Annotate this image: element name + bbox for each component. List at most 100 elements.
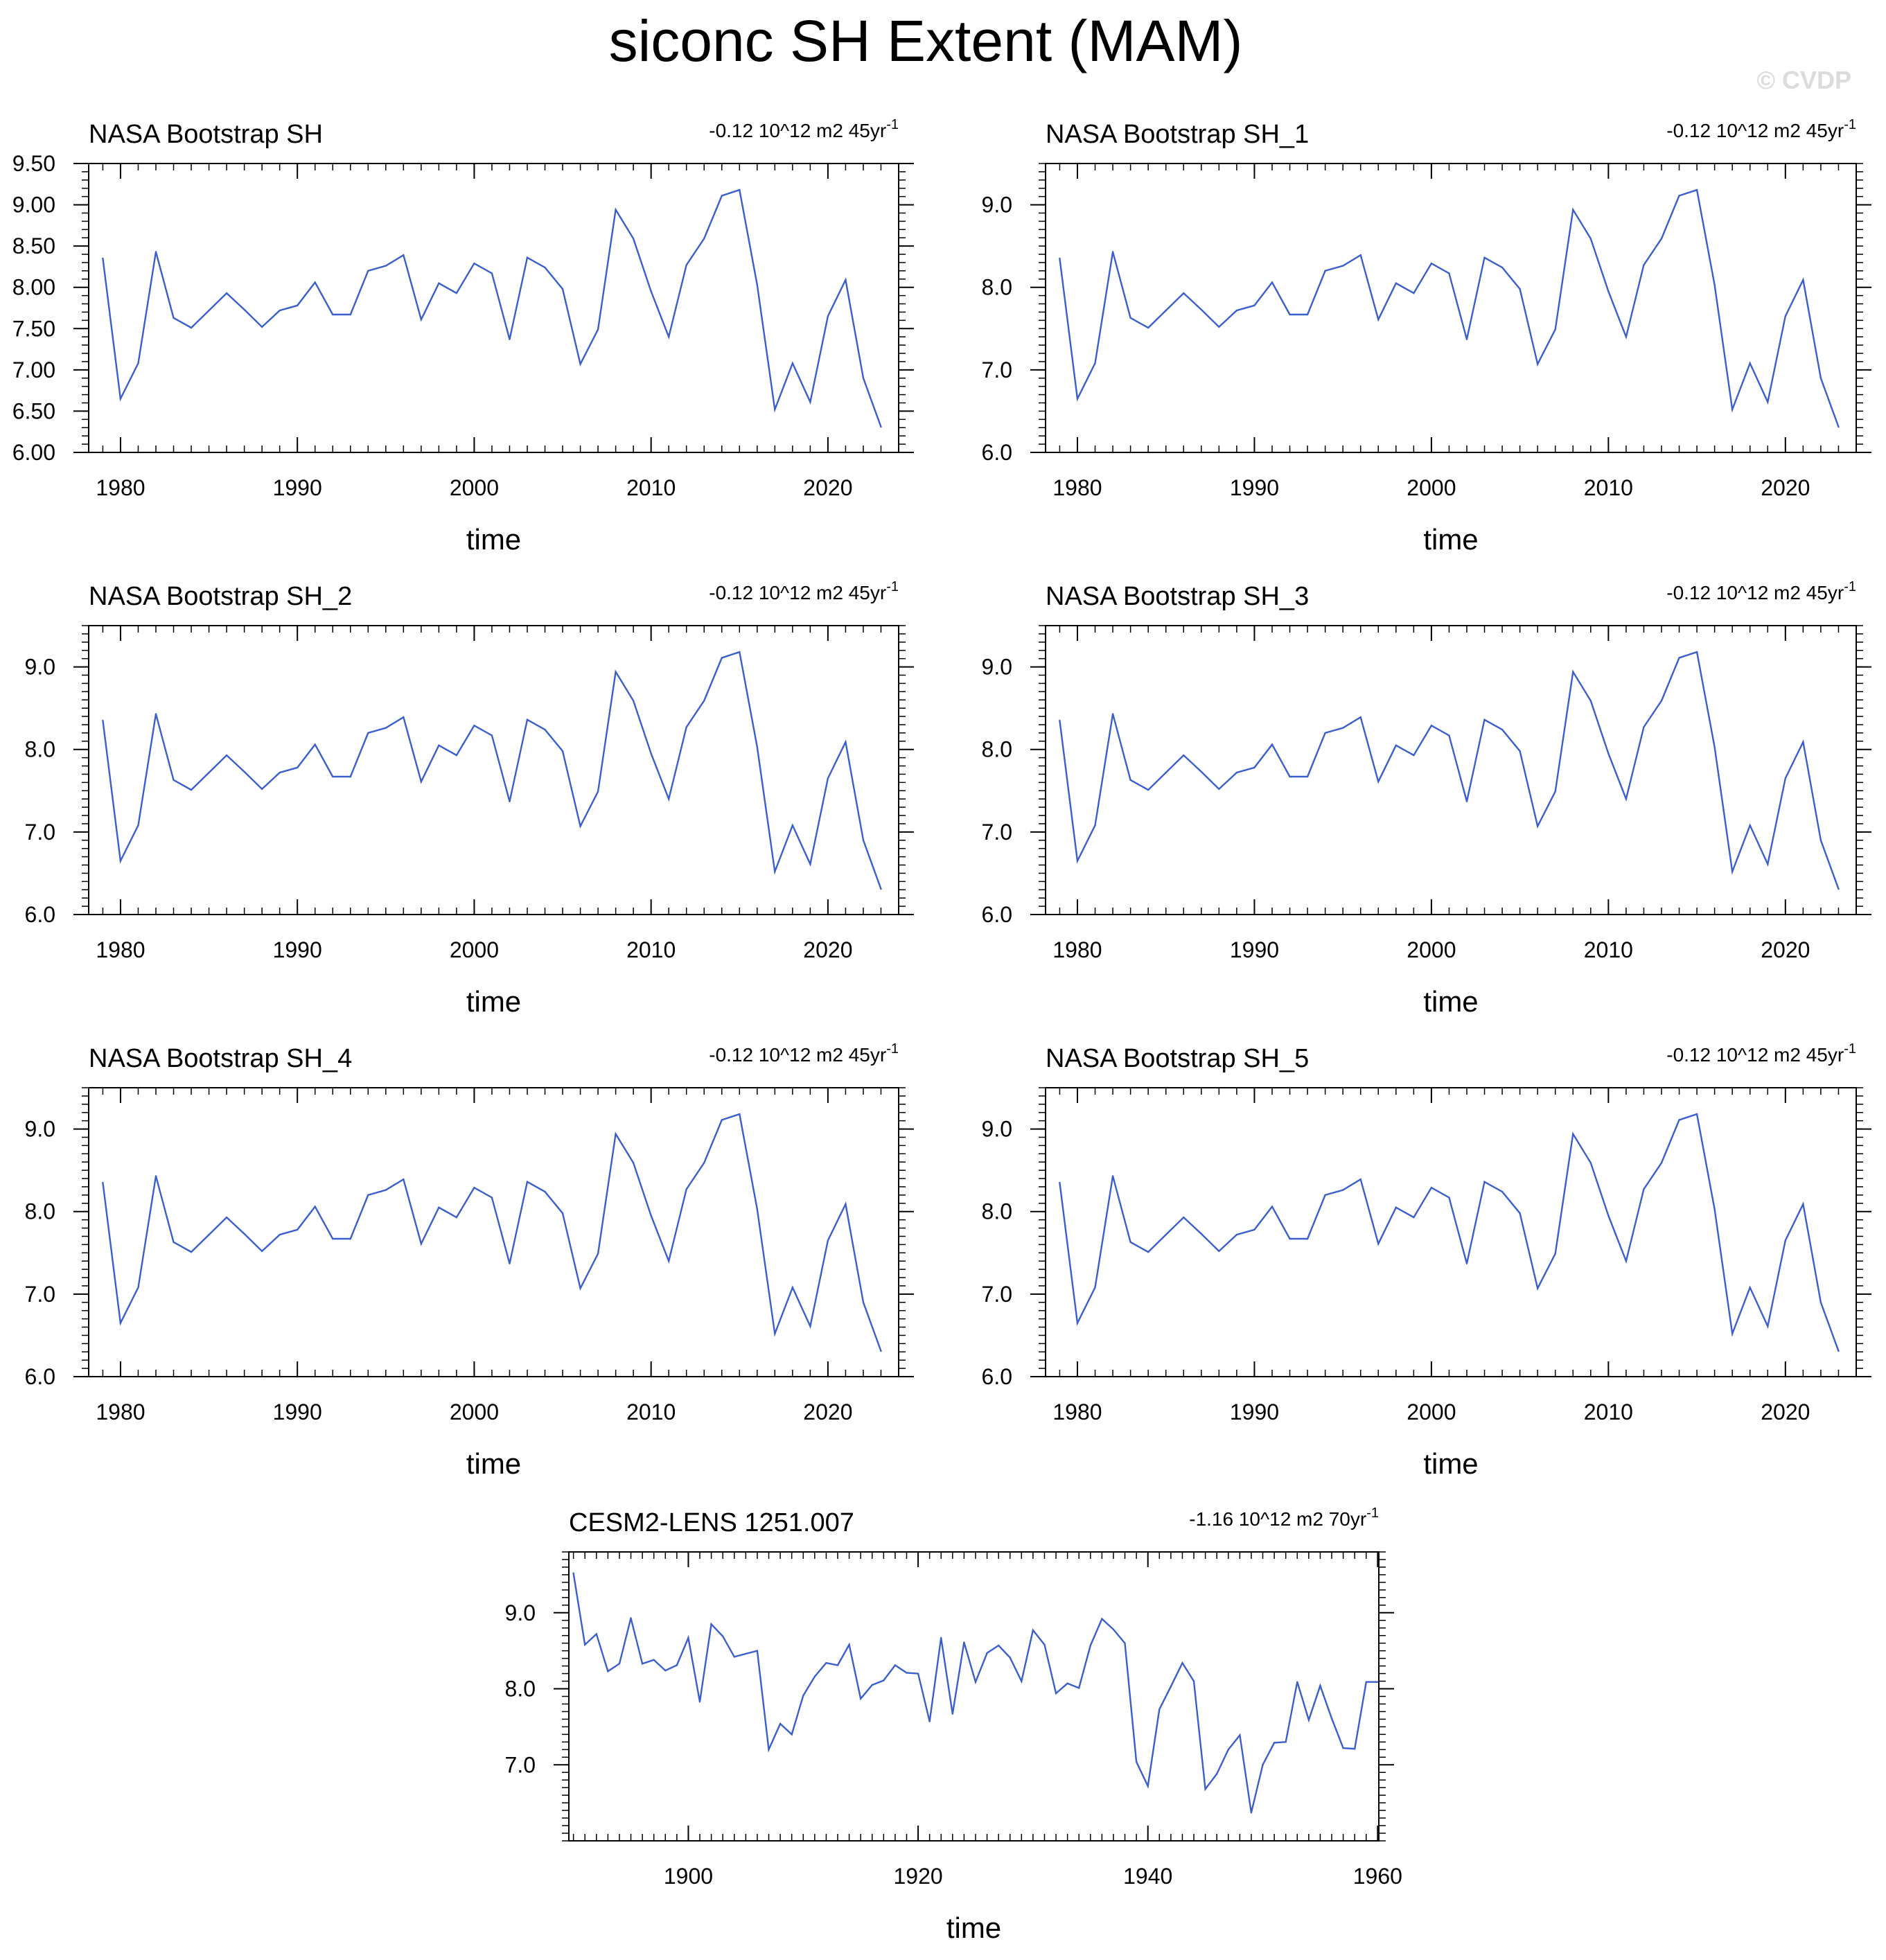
data-point — [1802, 279, 1804, 281]
data-point — [791, 1733, 793, 1736]
data-point — [1448, 272, 1450, 274]
data-point — [1784, 315, 1786, 317]
data-point — [1607, 752, 1610, 754]
data-point — [698, 1701, 701, 1703]
data-point — [1200, 770, 1203, 773]
data-point — [1430, 1187, 1433, 1189]
data-point — [1059, 719, 1061, 722]
data-point — [845, 741, 847, 743]
panel-1: NASA Bootstrap SH_1 -0.12 10^12 m2 45yr-1… — [982, 117, 1871, 556]
series-line — [572, 1573, 1378, 1813]
data-point — [1218, 326, 1220, 328]
x-tick-label: 1990 — [1230, 937, 1279, 962]
data-point — [1713, 1208, 1716, 1210]
data-point — [1625, 1260, 1628, 1262]
x-tick-label: 1940 — [1123, 1864, 1172, 1889]
data-point — [685, 1188, 687, 1190]
x-tick-label: 2000 — [1407, 1400, 1456, 1424]
data-point — [703, 1162, 705, 1164]
data-point — [1819, 839, 1822, 842]
data-point — [579, 363, 581, 365]
data-point — [279, 309, 281, 312]
y-tick-label: 7.0 — [982, 820, 1012, 845]
data-point — [1465, 800, 1468, 803]
data-point — [1589, 1162, 1592, 1164]
data-point — [1395, 744, 1398, 747]
data-point — [1271, 743, 1274, 745]
data-point — [1289, 1237, 1291, 1240]
minor-ticks — [562, 1551, 1386, 1842]
data-point — [119, 1322, 122, 1324]
data-point — [1695, 1113, 1698, 1115]
data-point — [367, 270, 369, 272]
data-point — [119, 860, 122, 862]
data-point — [809, 1325, 811, 1327]
data-point — [279, 771, 281, 774]
data-point — [597, 1253, 599, 1255]
data-point — [1572, 1133, 1574, 1135]
data-point — [974, 1681, 977, 1683]
data-point — [1129, 317, 1131, 319]
minor-ticks — [82, 1087, 906, 1377]
y-tick-label: 6.0 — [982, 1364, 1012, 1389]
data-point — [703, 700, 705, 702]
data-point — [1625, 798, 1628, 800]
data-point — [1183, 754, 1185, 757]
data-point — [802, 1695, 804, 1697]
x-tick-label: 1980 — [1052, 475, 1102, 500]
data-point — [722, 1635, 724, 1637]
y-tick-label: 8.0 — [982, 737, 1012, 762]
data-point — [1377, 1243, 1380, 1245]
data-point — [473, 725, 475, 727]
data-point — [791, 824, 794, 827]
data-point — [827, 777, 829, 779]
data-point — [928, 1720, 931, 1722]
data-point — [403, 716, 405, 718]
data-point — [297, 304, 299, 307]
data-point — [1009, 1657, 1011, 1659]
x-tick-label: 2010 — [1584, 937, 1633, 962]
data-point — [314, 743, 316, 745]
x-axis-label: time — [1423, 1447, 1478, 1480]
data-point — [367, 732, 369, 734]
data-point — [1342, 265, 1344, 267]
data-point — [1749, 1287, 1751, 1289]
data-point — [998, 1644, 1000, 1647]
data-point — [1129, 779, 1131, 782]
series-points — [572, 1572, 1379, 1814]
y-tick-label: 6.0 — [982, 440, 1012, 465]
data-point — [1713, 745, 1716, 748]
data-point — [473, 263, 475, 265]
data-point — [155, 713, 157, 715]
data-point — [1319, 1684, 1321, 1687]
data-point — [597, 328, 599, 330]
data-point — [297, 766, 299, 769]
data-point — [733, 1656, 736, 1658]
x-tick-label: 2020 — [803, 937, 852, 962]
data-point — [845, 279, 847, 281]
data-point — [1695, 651, 1698, 653]
x-tick-label: 2000 — [1407, 937, 1456, 962]
data-point — [774, 408, 776, 411]
data-point — [1043, 1643, 1046, 1646]
data-point — [1625, 336, 1628, 338]
panel-2: NASA Bootstrap SH_2 -0.12 10^12 m2 45yr-1… — [25, 579, 914, 1018]
data-point — [845, 1203, 847, 1206]
data-point — [544, 728, 546, 731]
data-point — [650, 752, 652, 754]
x-tick-label: 1960 — [1353, 1864, 1402, 1889]
data-point — [509, 1262, 511, 1265]
data-point — [813, 1675, 816, 1678]
y-tick-label: 9.0 — [505, 1600, 536, 1625]
trend-label: -0.12 10^12 m2 45yr-1 — [1666, 117, 1856, 141]
data-point — [1767, 863, 1769, 865]
data-point — [1324, 732, 1326, 734]
series-line — [102, 1113, 882, 1352]
data-point — [1235, 771, 1238, 774]
x-tick-label: 1990 — [1230, 1400, 1279, 1424]
data-point — [155, 251, 157, 253]
y-tick-label: 6.0 — [25, 902, 55, 927]
x-tick-label: 2000 — [450, 937, 499, 962]
data-point — [137, 1287, 139, 1289]
data-point — [883, 1679, 885, 1681]
